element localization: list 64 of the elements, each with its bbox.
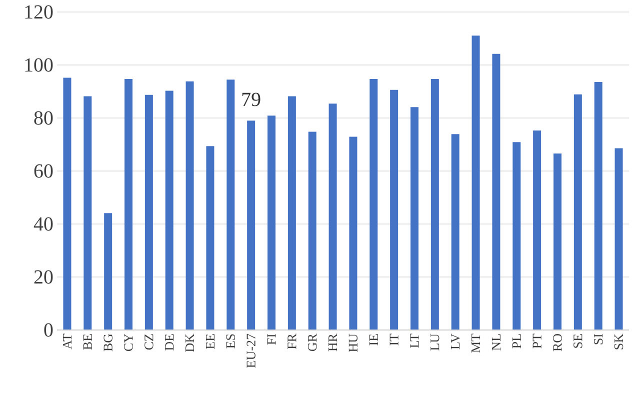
bar [574,94,582,330]
bar [63,78,72,330]
x-tick-label: CY [124,334,133,352]
bar [328,104,337,330]
x-tick-label: PT [532,334,542,348]
y-tick-label: 120 [25,5,53,19]
bar [533,130,542,330]
y-tick-label: 20 [34,270,53,284]
x-tick-label: IE [369,334,378,346]
x-tick-label: IT [390,334,398,346]
x-tick-label: PL [512,334,521,348]
bar [124,79,133,330]
bar [614,148,623,330]
bar [268,116,276,330]
bar [247,120,256,330]
bar [430,79,439,330]
x-tick-label: FI [267,334,276,345]
x-tick-label: DK [186,334,194,352]
bar [206,146,214,330]
y-tick-label: 40 [34,217,53,231]
bar [410,107,418,330]
bar [226,80,235,330]
bar [104,213,112,330]
x-tick-label: LT [410,334,419,348]
bar [186,81,194,330]
x-tick-label: RO [553,334,562,352]
bar [553,154,562,330]
x-tick-label: DE [165,334,174,350]
x-tick-label: GR [308,334,317,352]
x-tick-label: HU [348,334,358,352]
x-tick-label: SI [594,334,603,344]
x-tick-label: SE [574,334,582,348]
x-tick-label: MT [472,334,480,353]
y-tick-label: 100 [25,58,53,72]
bar [492,54,500,330]
bar [144,94,153,330]
bar [84,96,92,330]
x-tick-label: AT [62,334,72,350]
x-tick-label: BE [83,334,92,350]
x-tick-label: BG [104,334,112,352]
x-tick-label: ES [226,334,236,348]
y-tick-label: 60 [34,164,53,178]
bar [512,142,521,330]
x-tick-label: EE [206,334,214,350]
bar [451,134,460,330]
y-tick-label: 0 [44,323,53,337]
x-tick-label: HR [328,334,338,352]
bar [308,132,316,330]
x-tick-label: SK [614,334,624,350]
bar [594,82,602,330]
x-tick-label: CZ [144,334,154,350]
x-tick-label: LV [450,334,460,350]
bar [288,96,296,330]
x-tick-label: LU [430,334,440,350]
bar [165,90,174,330]
bar [472,36,480,330]
y-tick-label: 80 [34,111,53,125]
data-label: 79 [242,92,260,106]
bar [349,136,358,330]
x-tick-label: EU-27 [246,334,256,368]
x-tick-label: NL [492,334,500,350]
bar [370,79,378,330]
x-tick-label: FR [288,334,296,350]
bar [390,90,398,330]
